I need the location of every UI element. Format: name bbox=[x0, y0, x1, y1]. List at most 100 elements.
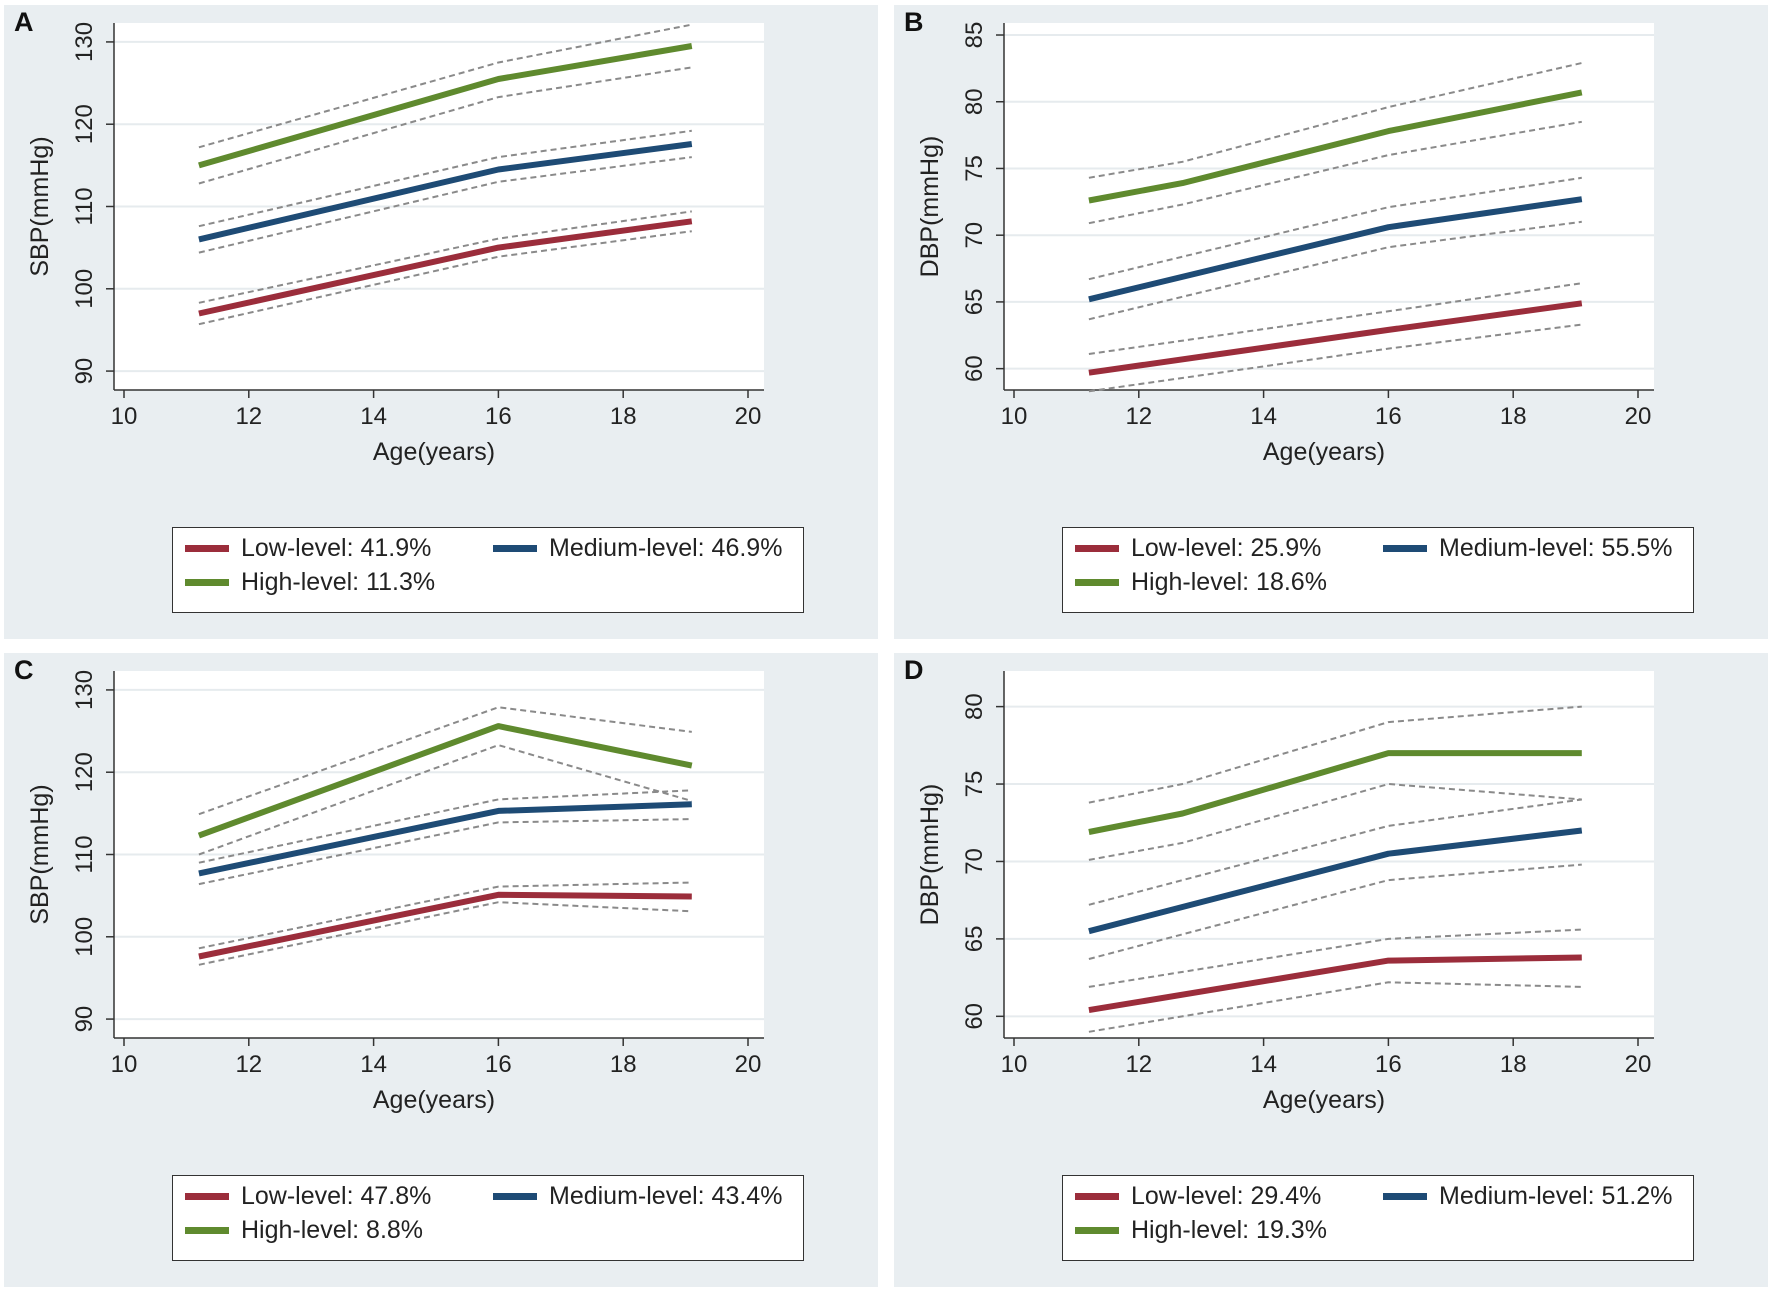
ci-lower-medium bbox=[1088, 220, 1582, 321]
x-axis-label: Age(years) bbox=[373, 438, 495, 466]
legend-item-medium: Medium-level: 43.4% bbox=[493, 1182, 782, 1211]
ci-lower-high bbox=[1088, 782, 1582, 861]
ci-upper-low bbox=[198, 210, 692, 304]
legend-item-low: Low-level: 25.9% bbox=[1075, 534, 1321, 563]
y-tick-label: 130 bbox=[71, 670, 98, 710]
legend-label-low: Low-level: 29.4% bbox=[1131, 1182, 1322, 1210]
legend-item-high: High-level: 8.8% bbox=[185, 1216, 423, 1245]
legend-item-medium: Medium-level: 46.9% bbox=[493, 534, 782, 563]
panel-d: D 60 65 70 75 80 10 12 14 16 18 20 Age(years) DBP(mm… bbox=[894, 653, 1768, 1287]
y-axis-label: DBP(mmHg) bbox=[916, 136, 944, 278]
x-tick-label: 14 bbox=[1250, 1051, 1277, 1078]
legend-swatch-medium bbox=[493, 545, 537, 552]
series-line-low bbox=[1088, 300, 1583, 376]
panel-c: C 90 100 110 120 130 10 12 14 16 18 20 Age(years) SB… bbox=[4, 653, 878, 1287]
ci-lower-low bbox=[1088, 981, 1582, 1033]
legend-item-low: Low-level: 29.4% bbox=[1075, 1182, 1321, 1211]
legend-label-low: Low-level: 41.9% bbox=[241, 534, 432, 562]
legend-label-medium: Medium-level: 43.4% bbox=[549, 1182, 783, 1210]
legend-swatch-high bbox=[1075, 1227, 1119, 1234]
ci-lower-medium bbox=[198, 156, 692, 254]
legend-label-high: High-level: 8.8% bbox=[241, 1216, 424, 1244]
series-line-high bbox=[197, 723, 693, 839]
ci-upper-low bbox=[1088, 282, 1582, 355]
y-tick-label: 100 bbox=[71, 917, 98, 957]
x-tick-label: 12 bbox=[235, 1051, 262, 1078]
x-tick-label: 14 bbox=[1250, 403, 1277, 430]
y-axis-label: DBP(mmHg) bbox=[916, 784, 944, 926]
legend-swatch-high bbox=[1075, 579, 1119, 586]
x-axis-label: Age(years) bbox=[373, 1086, 495, 1114]
panel-letter: A bbox=[14, 7, 34, 37]
legend-c: Low-level: 47.8% Medium-level: 43.4% Hig… bbox=[172, 1175, 804, 1261]
y-tick-label: 85 bbox=[961, 22, 988, 49]
ci-lower-medium bbox=[1088, 863, 1582, 960]
series-line-high bbox=[1088, 89, 1583, 204]
y-tick-label: 60 bbox=[961, 355, 988, 382]
ci-lower-high bbox=[198, 66, 692, 185]
series-line-medium bbox=[198, 801, 692, 877]
panel-letter: C bbox=[14, 655, 34, 685]
x-axis-label: Age(years) bbox=[1263, 438, 1385, 466]
x-tick-label: 10 bbox=[1001, 403, 1028, 430]
x-tick-label: 12 bbox=[1125, 1051, 1152, 1078]
y-tick-label: 90 bbox=[71, 358, 98, 385]
legend-label-low: Low-level: 47.8% bbox=[241, 1182, 432, 1210]
y-tick-label: 110 bbox=[71, 187, 98, 225]
ci-upper-low bbox=[198, 881, 692, 950]
legend-item-medium: Medium-level: 55.5% bbox=[1383, 534, 1672, 563]
chart-svg-a: 90 100 110 120 130 10 12 14 16 18 20 Age(years) SBP(… bbox=[26, 22, 764, 466]
y-axis-label: SBP(mmHg) bbox=[26, 784, 54, 924]
x-tick-label: 10 bbox=[1001, 1051, 1028, 1078]
panel-b: B 60 65 70 75 80 85 10 12 14 16 18 20 Age(years) DBP(… bbox=[894, 5, 1768, 639]
legend-label-medium: Medium-level: 51.2% bbox=[1439, 1182, 1673, 1210]
y-axis-label: SBP(mmHg) bbox=[26, 136, 54, 276]
legend-swatch-low bbox=[185, 1193, 229, 1200]
x-tick-label: 18 bbox=[610, 403, 637, 430]
legend-d: Low-level: 29.4% Medium-level: 51.2% Hig… bbox=[1062, 1175, 1694, 1261]
legend-swatch-low bbox=[1075, 545, 1119, 552]
x-tick-label: 16 bbox=[1375, 403, 1402, 430]
series-line-high bbox=[198, 43, 693, 169]
ci-lower-high bbox=[1088, 120, 1582, 225]
y-tick-label: 60 bbox=[961, 1003, 988, 1030]
series-line-low bbox=[1088, 954, 1582, 1014]
ci-upper-medium bbox=[1088, 798, 1582, 906]
ci-upper-high bbox=[1088, 62, 1583, 179]
legend-swatch-medium bbox=[1383, 1193, 1427, 1200]
legend-a: Low-level: 41.9% Medium-level: 46.9% Hig… bbox=[172, 527, 804, 613]
ci-lower-low bbox=[198, 230, 692, 326]
ci-upper-high bbox=[1088, 705, 1582, 804]
y-tick-label: 130 bbox=[71, 22, 98, 62]
legend-item-high: High-level: 11.3% bbox=[185, 568, 435, 597]
y-tick-label: 110 bbox=[71, 835, 98, 873]
legend-item-low: Low-level: 47.8% bbox=[185, 1182, 431, 1211]
legend-swatch-medium bbox=[1383, 545, 1427, 552]
x-tick-label: 12 bbox=[1125, 403, 1152, 430]
legend-label-high: High-level: 19.3% bbox=[1131, 1216, 1327, 1244]
ci-lower-low bbox=[1088, 323, 1582, 393]
legend-label-high: High-level: 11.3% bbox=[241, 568, 436, 596]
series-line-medium bbox=[198, 141, 693, 243]
legend-label-low: Low-level: 25.9% bbox=[1131, 534, 1322, 562]
legend-swatch-high bbox=[185, 579, 229, 586]
y-tick-label: 75 bbox=[961, 155, 988, 182]
series-line-high bbox=[1088, 750, 1582, 835]
y-tick-label: 120 bbox=[71, 104, 98, 144]
y-tick-label: 75 bbox=[961, 771, 988, 798]
series-line-low bbox=[198, 891, 692, 960]
x-tick-label: 18 bbox=[610, 1051, 637, 1078]
legend-item-high: High-level: 19.3% bbox=[1075, 1216, 1327, 1245]
x-tick-label: 18 bbox=[1500, 1051, 1527, 1078]
y-tick-label: 70 bbox=[961, 848, 988, 875]
plot-area bbox=[1004, 671, 1654, 1038]
x-tick-label: 20 bbox=[1625, 403, 1652, 430]
y-tick-label: 70 bbox=[961, 222, 988, 249]
ci-upper-medium bbox=[198, 789, 692, 864]
x-tick-label: 14 bbox=[360, 1051, 387, 1078]
chart-svg-c: 90 100 110 120 130 10 12 14 16 18 20 Age(years) SBP(… bbox=[26, 670, 764, 1114]
x-tick-label: 12 bbox=[235, 403, 262, 430]
y-tick-label: 65 bbox=[961, 289, 988, 316]
y-tick-label: 80 bbox=[961, 88, 988, 115]
x-tick-label: 10 bbox=[111, 1051, 138, 1078]
